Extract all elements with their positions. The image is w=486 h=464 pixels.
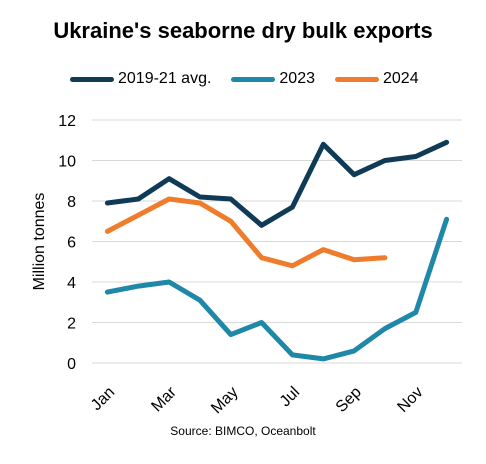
legend-swatch <box>70 76 114 82</box>
series-line <box>104 196 388 269</box>
x-tick-label: Jul <box>277 384 303 410</box>
legend-item-2024: 2024 <box>335 70 419 88</box>
x-tick-label: May <box>208 384 241 417</box>
y-tick-label: 4 <box>67 275 76 292</box>
y-tick-label: 0 <box>67 356 76 373</box>
chart-title: Ukraine's seaborne dry bulk exports <box>53 18 433 43</box>
x-tick-label: Mar <box>148 383 180 415</box>
x-tick-label: Jan <box>88 384 118 414</box>
y-tick-label: 8 <box>67 194 76 211</box>
y-tick-label: 10 <box>58 154 76 171</box>
legend-label: 2024 <box>383 70 419 87</box>
legend-swatch <box>231 76 276 82</box>
legend-item-2023: 2023 <box>231 70 315 88</box>
legend-label: 2023 <box>279 70 315 87</box>
source-note: Source: BIMCO, Oceanbolt <box>170 424 316 438</box>
y-tick-label: 6 <box>67 235 76 252</box>
y-tick-label: 12 <box>58 113 76 130</box>
series-line <box>104 139 450 228</box>
y-axis-label: Million tonnes <box>31 193 48 291</box>
legend-item-2019-21-avg: 2019-21 avg. <box>70 70 211 88</box>
series-line <box>104 216 450 362</box>
legend: 2019-21 avg. 2023 2024 <box>70 68 439 90</box>
y-tick-label: 2 <box>67 316 76 333</box>
x-tick-label: Sep <box>333 384 365 416</box>
legend-label: 2019-21 avg. <box>118 70 212 87</box>
legend-swatch <box>335 76 379 82</box>
x-tick-label: Nov <box>394 384 426 416</box>
